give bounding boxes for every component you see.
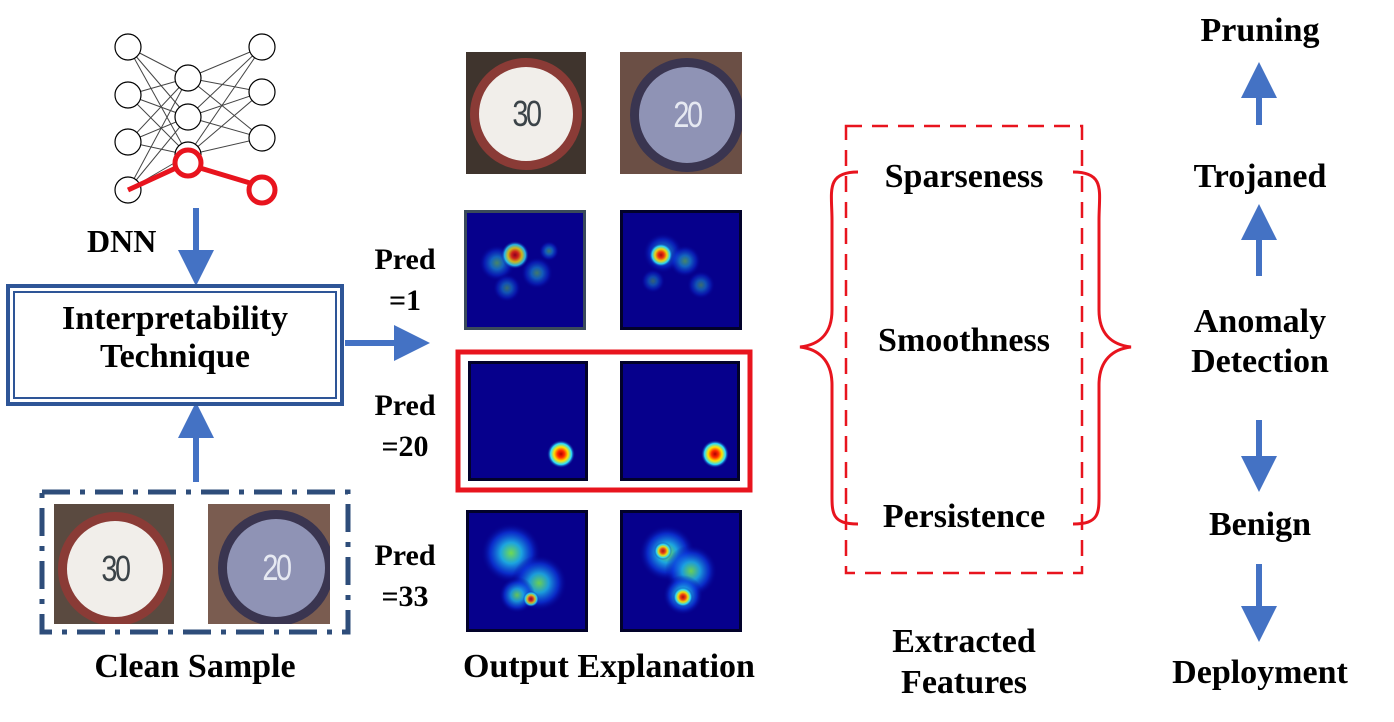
technique-box-border xyxy=(6,284,344,406)
heatmap-pred33-20 xyxy=(620,510,742,632)
clean-sample-photo-20: 20 xyxy=(208,504,330,624)
technique-label: Interpretability Technique xyxy=(14,300,336,376)
anomaly-line-2: Detection xyxy=(1191,343,1329,381)
pred-1-label: Pred =1 xyxy=(360,240,450,321)
anomaly-line-1: Anomaly xyxy=(1193,303,1327,340)
heatmap-pred33-30 xyxy=(466,510,588,632)
trojan-highlight-box xyxy=(455,349,753,493)
sign-number: 30 xyxy=(101,548,131,589)
pred-1-line-2: =1 xyxy=(388,283,422,317)
pred-20-line-2: =20 xyxy=(381,429,429,463)
pred-33-line-1: Pred xyxy=(374,539,436,572)
dnn-label: DNN xyxy=(87,223,157,259)
heatmap-pred20-30 xyxy=(468,361,588,481)
technique-line-2: Technique xyxy=(100,338,250,376)
sign-photo-30: 30 xyxy=(466,52,586,174)
sign-photo-20: 20 xyxy=(620,52,742,174)
pruning-label: Pruning xyxy=(1200,12,1320,49)
clean-sample-frame xyxy=(39,489,351,635)
left-brace xyxy=(799,170,859,526)
heatmap-pred1-20 xyxy=(620,210,742,330)
heatmap-pred20-20 xyxy=(620,361,740,481)
deployment-label: Deployment xyxy=(1172,654,1348,691)
sign-number: 30 xyxy=(512,93,542,134)
clean-sample-photo-30: 30 xyxy=(54,504,174,624)
trojaned-label: Trojaned xyxy=(1193,158,1327,195)
feature-sparseness: Sparseness xyxy=(884,158,1044,195)
output-explanation-label: Output Explanation xyxy=(463,648,755,685)
feature-smoothness: Smoothness xyxy=(878,322,1050,359)
pred-20-label: Pred =20 xyxy=(360,386,450,467)
neural-network-icon xyxy=(114,33,278,206)
technique-line-1: Interpretability xyxy=(61,300,288,337)
extracted-features-line-2: Features xyxy=(901,663,1027,701)
sign-number: 20 xyxy=(262,547,292,588)
benign-label: Benign xyxy=(1208,506,1312,543)
pred-20-line-1: Pred xyxy=(374,389,436,422)
anomaly-detection-label: Anomaly Detection xyxy=(1140,302,1380,382)
feature-persistence: Persistence xyxy=(882,498,1046,535)
features-frame xyxy=(844,124,1084,575)
right-brace xyxy=(1072,170,1132,526)
extracted-features-line-1: Extracted xyxy=(892,623,1036,660)
pred-1-line-1: Pred xyxy=(374,243,436,276)
heatmap-pred1-30 xyxy=(464,210,586,330)
pred-33-label: Pred =33 xyxy=(360,536,450,617)
trojan-neuron-path xyxy=(126,147,278,206)
clean-sample-label: Clean Sample xyxy=(94,648,296,685)
extracted-features-label: Extracted Features xyxy=(846,622,1082,704)
sign-number: 20 xyxy=(673,94,703,135)
pred-33-line-2: =33 xyxy=(381,579,429,613)
